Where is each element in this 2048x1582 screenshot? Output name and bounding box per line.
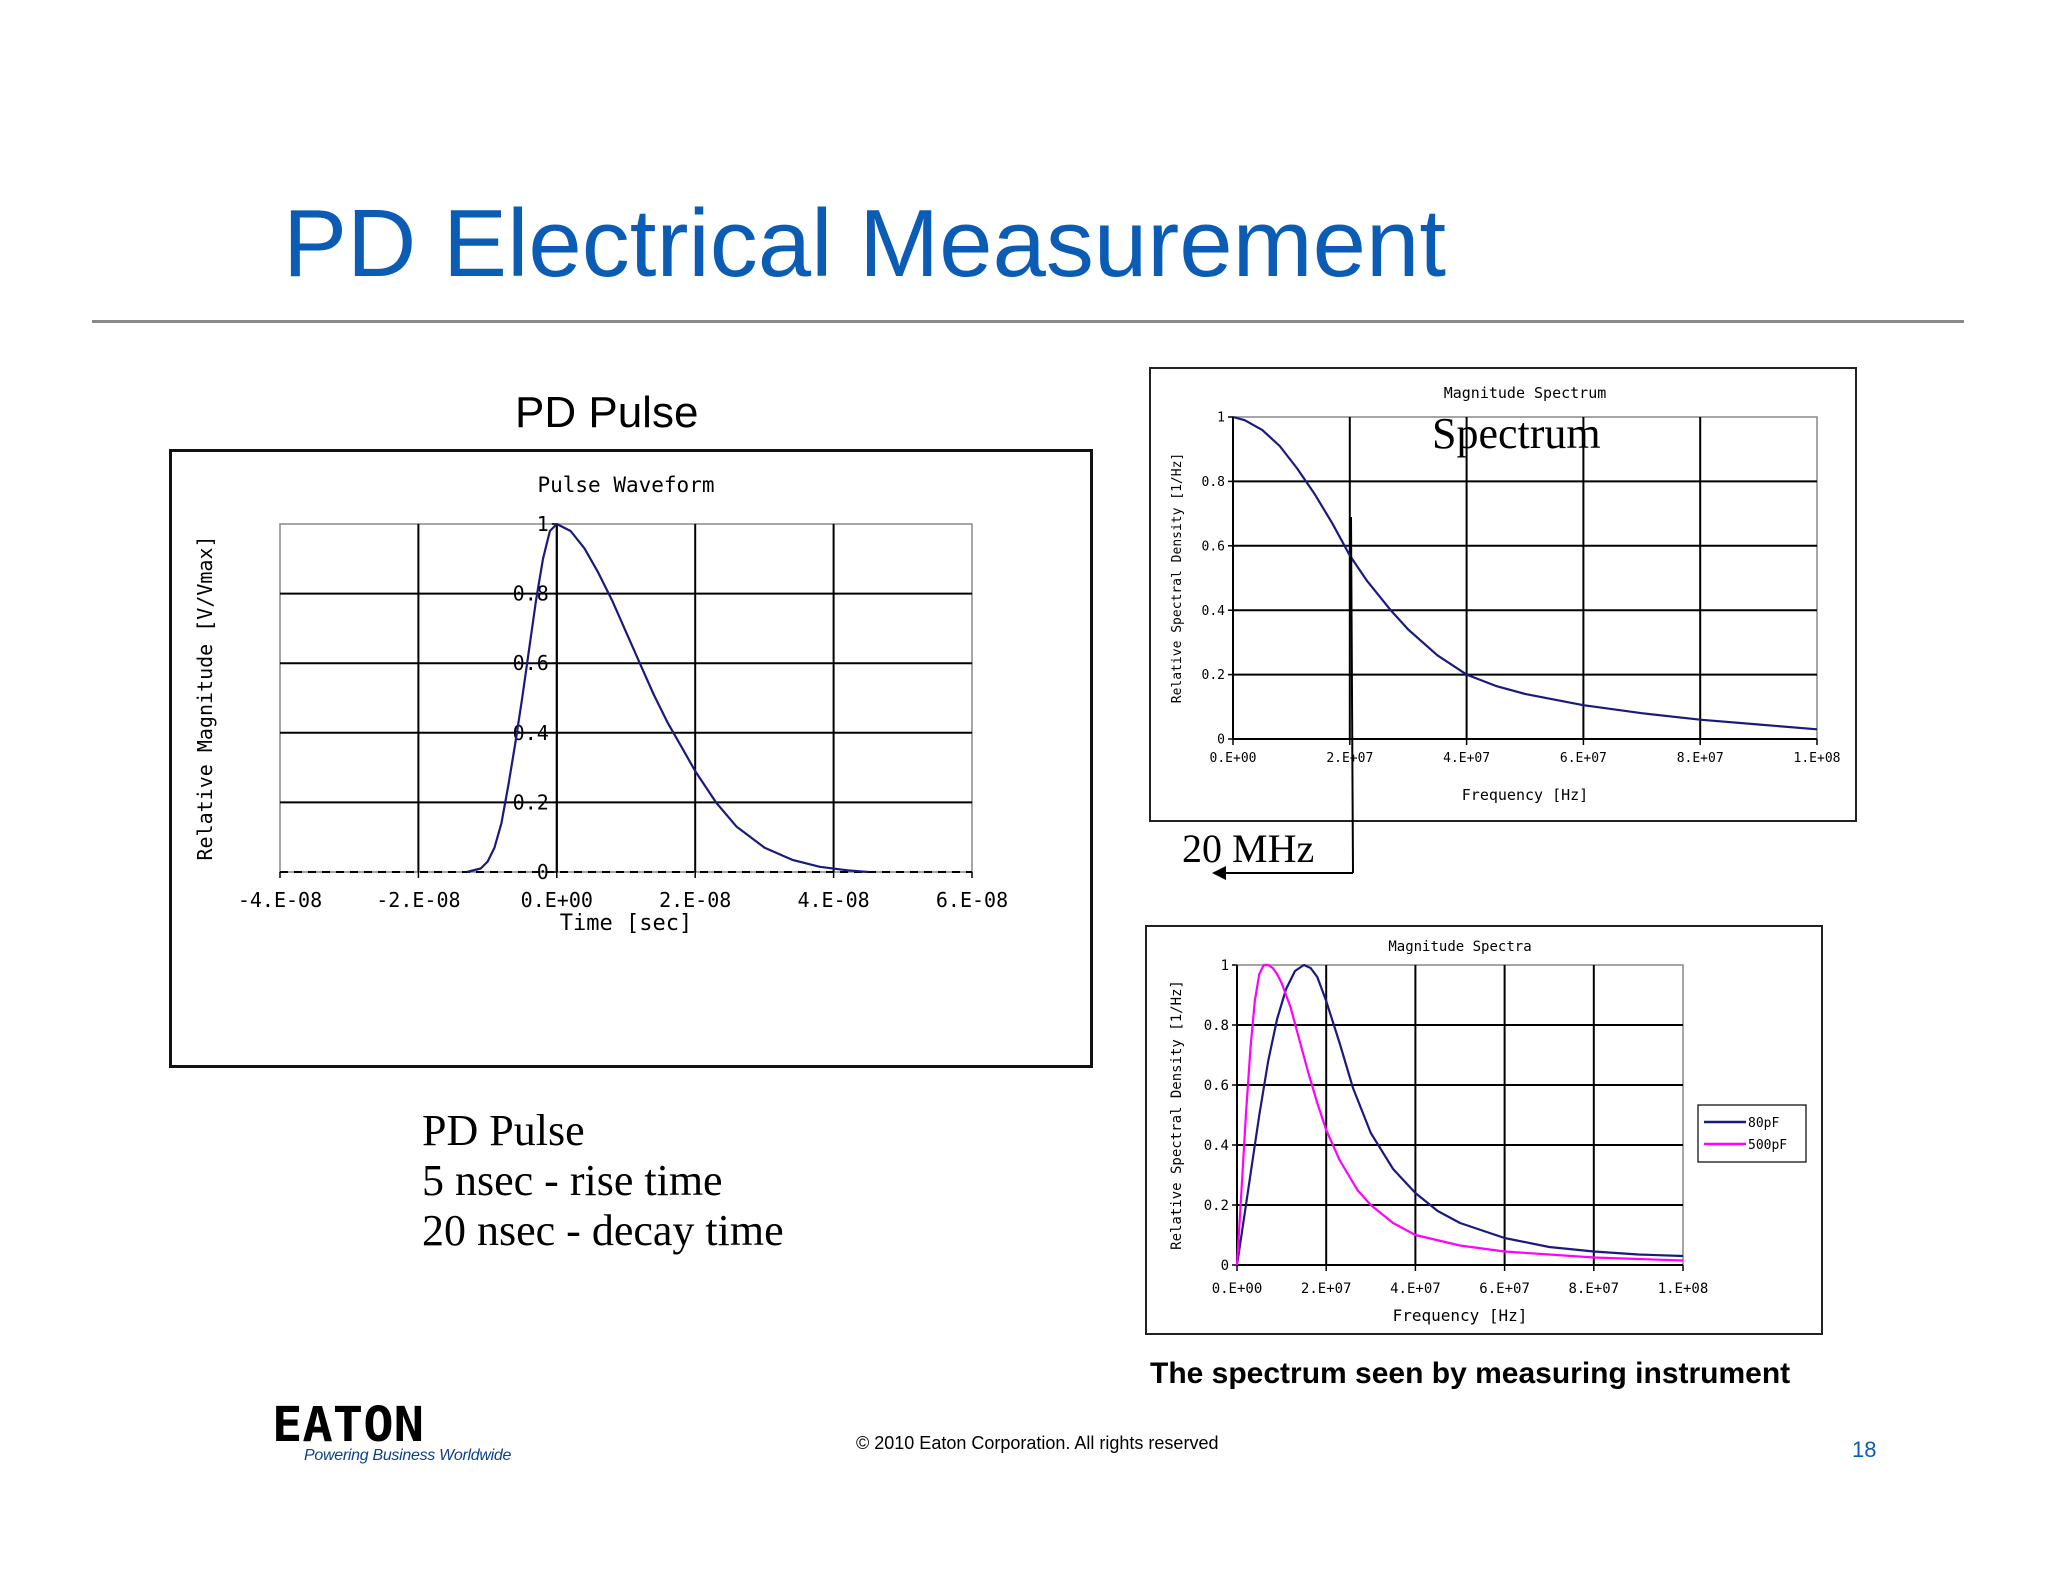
x-tick-label: 8.E+07 (1569, 1281, 1620, 1297)
eaton-logo: EATON (272, 1397, 432, 1453)
x-tick-label: -2.E-08 (376, 888, 460, 912)
legend-box (1697, 1104, 1807, 1163)
pulse-heading: PD Pulse (515, 388, 699, 437)
x-tick-label: 0.E+00 (521, 888, 593, 912)
x-tick-label: 4.E+07 (1390, 1281, 1441, 1297)
x-tick-label: 0.E+00 (1212, 1281, 1263, 1297)
y-tick-label: 1 (1217, 411, 1225, 426)
chart-title: Magnitude Spectrum (1444, 384, 1607, 402)
magnitude-spectrum-svg: 0 0.2 0.4 0.6 0.8 1 0.E+00 2.E+07 4.E+07 6.E+07 8.… (1170, 384, 1841, 804)
plot-area (1232, 416, 1818, 740)
20mhz-pointer (1212, 516, 1354, 880)
x-tick-label: 4.E-08 (797, 888, 869, 912)
description-line: 20 nsec - decay time (422, 1206, 784, 1255)
y-tick-label: 0 (1221, 1258, 1229, 1274)
x-axis-label: Frequency [Hz] (1462, 786, 1588, 804)
pulse-waveform-chart: 0 0.2 0.4 0.6 0.8 1 -4.E-08 -2.E-08 0.E+00 2.E-08… (169, 449, 1093, 1068)
arrow-head-icon (1212, 866, 1226, 880)
y-tick-label: 0.2 (1204, 1198, 1229, 1214)
logo-wordmark: EATON (272, 1401, 424, 1445)
series-line-500pf (1235, 963, 1684, 1266)
y-tick-label: 0.4 (1204, 1138, 1229, 1154)
page-number: 18 (1852, 1437, 1877, 1462)
y-tick-label: 1 (537, 512, 549, 536)
x-tick-label: 6.E-08 (936, 888, 1008, 912)
magnitude-spectra-chart: 0 0.2 0.4 0.6 0.8 1 0.E+00 2.E+07 4.E+07 6.E+07 8.… (1145, 925, 1823, 1335)
y-tick-label: 0.4 (1202, 604, 1226, 619)
y-tick-label: 0.6 (1202, 539, 1225, 554)
x-tick-label: 2.E-08 (659, 888, 731, 912)
spectrum-caption: The spectrum seen by measuring instrumen… (1150, 1357, 1791, 1390)
copyright-notice: © 2010 Eaton Corporation. All rights res… (856, 1433, 1219, 1453)
legend-label: 80pF (1748, 1116, 1779, 1131)
series-line (466, 522, 869, 874)
series-line (1232, 415, 1818, 731)
x-axis-label: Time [sec] (560, 911, 692, 936)
plot-area (1236, 964, 1684, 1266)
chart-title: Magnitude Spectra (1388, 939, 1531, 955)
x-tick-label: 8.E+07 (1677, 751, 1724, 766)
magnitude-spectrum-chart: 0 0.2 0.4 0.6 0.8 1 0.E+00 2.E+07 4.E+07 6.E+07 8.… (1149, 367, 1857, 822)
y-axis-label: Relative Magnitude [V/Vmax] (193, 535, 217, 860)
x-tick-label: 2.E+07 (1326, 751, 1373, 766)
x-tick-label: 2.E+07 (1301, 1281, 1352, 1297)
y-tick-label: 1 (1221, 958, 1229, 974)
y-axis-label: Relative Spectral Density [1/Hz] (1170, 453, 1185, 703)
pulse-description: PD Pulse 5 nsec - rise time 20 nsec - de… (422, 1106, 784, 1256)
x-tick-label: 6.E+07 (1479, 1281, 1530, 1297)
y-tick-label: 0.8 (1202, 475, 1225, 490)
x-tick-label: 1.E+08 (1794, 751, 1841, 766)
legend-label: 500pF (1748, 1138, 1787, 1153)
y-tick-label: 0 (1217, 733, 1225, 748)
eaton-logo-mark: EATON (272, 1397, 432, 1453)
chart-title: Pulse Waveform (537, 473, 714, 497)
x-axis-label: Frequency [Hz] (1393, 1306, 1528, 1325)
x-tick-label: 6.E+07 (1560, 751, 1607, 766)
slide-title: PD Electrical Measurement (283, 190, 1447, 297)
x-tick-label: 0.E+00 (1210, 751, 1257, 766)
y-tick-label: 0.6 (1204, 1078, 1229, 1094)
description-line: 5 nsec - rise time (422, 1156, 723, 1205)
x-tick-label: 1.E+08 (1658, 1281, 1709, 1297)
y-tick-label: 0.2 (1202, 668, 1225, 683)
x-tick-label: -4.E-08 (238, 888, 322, 912)
20mhz-pointer-line (1350, 516, 1354, 874)
title-divider (92, 320, 1964, 323)
x-tick-label: 4.E+07 (1443, 751, 1490, 766)
description-line: PD Pulse (422, 1106, 585, 1155)
y-tick-label: 0.8 (1204, 1018, 1229, 1034)
spectrum-annotation: Spectrum (1432, 409, 1601, 458)
logo-tagline: Powering Business Worldwide (304, 1447, 512, 1464)
y-tick-label: 0.6 (513, 651, 549, 675)
y-axis-label: Relative Spectral Density [1/Hz] (1169, 980, 1185, 1250)
20mhz-annotation: 20 MHz (1182, 826, 1315, 871)
y-tick-label: 0.2 (513, 790, 549, 814)
y-tick-label: 0.8 (513, 582, 549, 606)
plot-area (279, 523, 973, 873)
pulse-waveform-svg: 00.20.40.60.81-4.E-08 -2.E-08 0.E+00 2.E-08… (193, 473, 1008, 936)
series-line-80pf (1235, 963, 1684, 1266)
magnitude-spectra-svg: 0 0.2 0.4 0.6 0.8 1 0.E+00 2.E+07 4.E+07 6.E+07 8.… (1169, 939, 1807, 1325)
y-tick-label: 0 (537, 860, 549, 884)
